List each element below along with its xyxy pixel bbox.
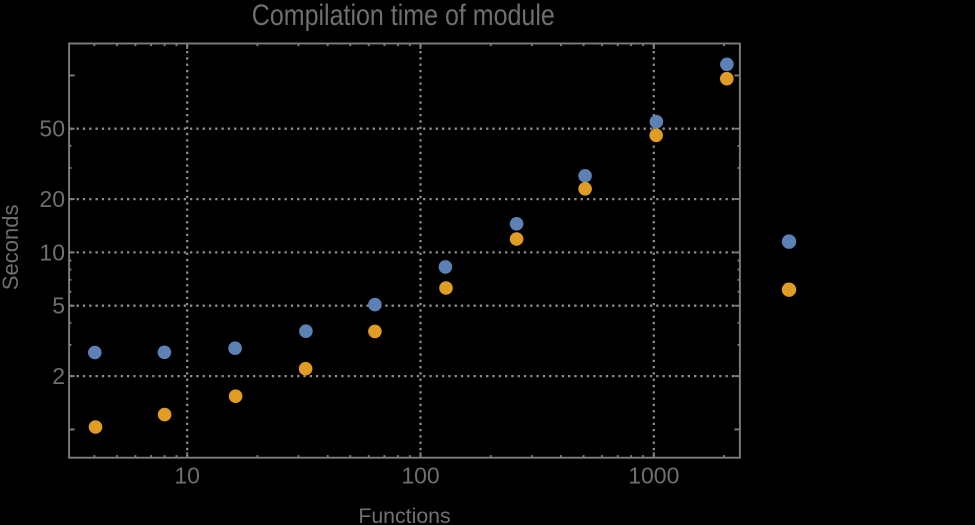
svg-text:10: 10 xyxy=(39,239,65,265)
svg-text:2: 2 xyxy=(52,363,65,389)
svg-text:50: 50 xyxy=(39,116,65,142)
svg-text:10: 10 xyxy=(174,463,200,489)
svg-text:Compilation time of module: Compilation time of module xyxy=(252,0,555,32)
svg-text:20: 20 xyxy=(39,186,65,212)
svg-text:5: 5 xyxy=(52,293,65,319)
svg-text:Seconds: Seconds xyxy=(0,204,23,290)
svg-text:1000: 1000 xyxy=(628,463,679,489)
svg-text:Functions: Functions xyxy=(358,504,450,525)
svg-text:100: 100 xyxy=(401,463,439,489)
